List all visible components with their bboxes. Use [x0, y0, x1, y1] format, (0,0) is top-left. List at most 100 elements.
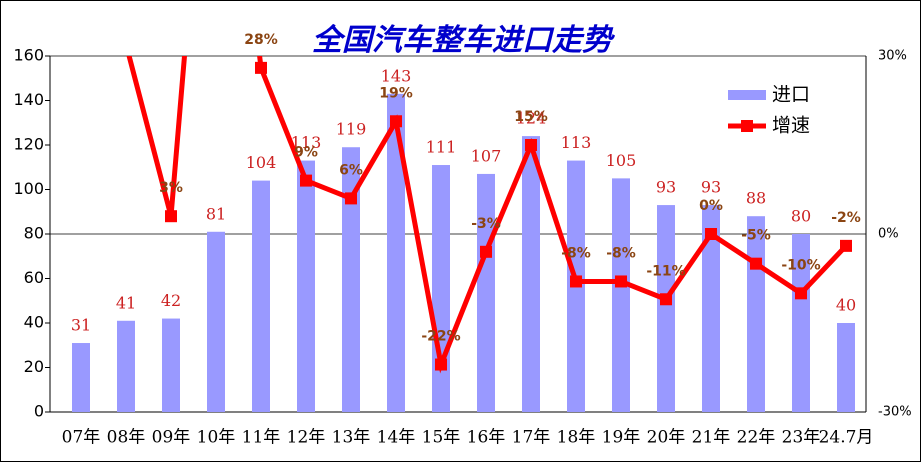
chart-title: 全国汽车整车进口走势 [312, 23, 616, 58]
growth-marker [570, 275, 582, 288]
legend-label: 进口 [772, 84, 810, 106]
growth-marker [525, 139, 537, 151]
x-tick-label: 11年 [242, 428, 281, 448]
growth-marker [615, 275, 627, 288]
growth-label: 0% [699, 198, 723, 214]
y-tick-label: 60 [24, 268, 44, 287]
bar-label: 105 [606, 151, 637, 170]
y-tick-label: 140 [13, 90, 44, 109]
growth-label: 19% [379, 85, 413, 101]
growth-label: -5% [741, 228, 771, 244]
x-tick-label: 22年 [737, 428, 776, 448]
growth-marker [795, 287, 807, 300]
bar-label: 113 [561, 133, 592, 152]
growth-marker [435, 358, 447, 371]
y-tick-label: 160 [13, 46, 44, 65]
growth-label: -11% [646, 263, 685, 279]
bar [612, 178, 630, 412]
x-tick-label: 07年 [62, 428, 101, 448]
growth-label: -2% [831, 210, 861, 226]
bar-label: 42 [161, 291, 181, 310]
bar [522, 136, 540, 412]
x-tick-label: 14年 [377, 428, 416, 448]
y-tick-label: 120 [13, 135, 44, 154]
bar [162, 318, 180, 412]
bar [387, 93, 405, 412]
growth-marker [705, 228, 717, 240]
x-tick-label: 12年 [287, 428, 326, 448]
growth-marker [750, 257, 762, 270]
bar-label: 40 [836, 296, 856, 315]
growth-marker [660, 293, 672, 306]
legend-marker [741, 120, 753, 132]
growth-marker [165, 210, 177, 223]
legend-swatch [728, 90, 766, 100]
bar-label: 119 [336, 120, 367, 139]
bar [72, 343, 90, 412]
bar-label: 80 [791, 207, 811, 226]
x-tick-label: 21年 [692, 428, 731, 448]
x-tick-label: 15年 [422, 428, 461, 448]
bar [342, 147, 360, 412]
growth-label: 9% [294, 145, 318, 161]
y2-tick-label: -30% [878, 405, 912, 420]
bar [657, 205, 675, 412]
bar [702, 205, 720, 412]
x-tick-label: 24.7月 [819, 428, 874, 448]
line-group [126, 56, 852, 374]
x-tick-label: 17年 [512, 428, 551, 448]
bar-label: 31 [71, 316, 91, 335]
x-tick-label: 10年 [197, 428, 236, 448]
bar [207, 231, 225, 412]
growth-label: 6% [339, 162, 363, 178]
bar-label: 111 [426, 138, 457, 157]
y2-tick-label: 0% [878, 227, 899, 242]
growth-marker [390, 115, 402, 128]
x-tick-label: 20年 [647, 428, 686, 448]
x-tick-label: 09年 [152, 428, 191, 448]
x-tick-label: 08年 [107, 428, 146, 448]
bar [792, 234, 810, 412]
bar-label: 41 [116, 293, 136, 312]
bar [837, 323, 855, 412]
growth-label: -3% [471, 216, 501, 232]
x-tick-label: 16年 [467, 428, 506, 448]
y-tick-label: 0 [34, 402, 44, 421]
bar [297, 160, 315, 412]
growth-label: -22% [421, 329, 460, 345]
growth-label: -10% [781, 257, 820, 273]
y-tick-label: 40 [24, 313, 44, 332]
growth-marker [840, 239, 852, 252]
x-tick-label: 23年 [782, 428, 821, 448]
growth-label: -8% [561, 245, 591, 261]
growth-label: 28% [244, 32, 278, 48]
x-tick-label: 13年 [332, 428, 371, 448]
bar-label: 113 [291, 133, 322, 152]
growth-marker [300, 174, 312, 187]
bar [747, 216, 765, 412]
growth-marker [480, 245, 492, 258]
bar-label: 104 [246, 153, 277, 172]
bar-label: 143 [381, 66, 412, 85]
y-tick-label: 80 [24, 224, 44, 243]
bar [477, 173, 495, 412]
legend-label: 增速 [772, 115, 810, 137]
y-tick-label: 100 [13, 179, 44, 198]
bar [432, 165, 450, 412]
y-tick-label: 20 [24, 357, 44, 376]
growth-marker [345, 192, 357, 205]
growth-marker [255, 61, 267, 74]
growth-label: 3% [159, 180, 183, 196]
bar [117, 320, 135, 412]
bar-label: 124 [516, 109, 547, 128]
bar-label: 88 [746, 189, 766, 208]
y2-tick-label: 30% [878, 49, 907, 64]
bar-label: 81 [206, 204, 226, 223]
bar-label: 93 [701, 178, 721, 197]
x-tick-label: 19年 [602, 428, 641, 448]
bar [252, 180, 270, 412]
growth-label: -8% [606, 245, 636, 261]
bar-label: 93 [656, 178, 676, 197]
bar-label: 107 [471, 146, 502, 165]
